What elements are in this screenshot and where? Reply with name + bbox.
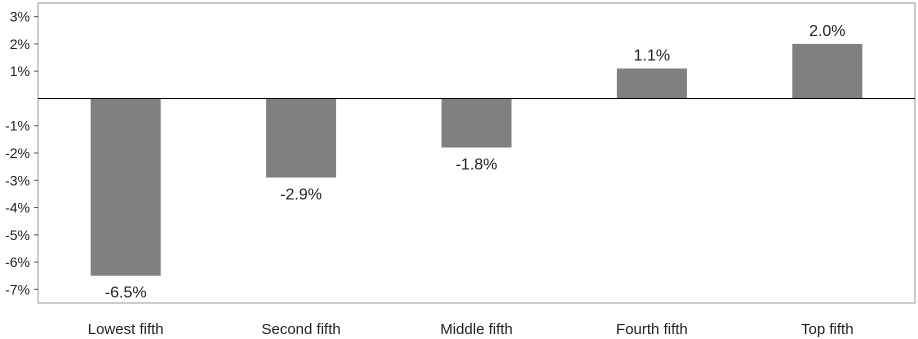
y-tick-label: 1% <box>10 63 30 79</box>
y-axis-ticks: 3% 2% 1% -1% -2% -3% -4% -5% -6% -7% <box>5 9 38 297</box>
y-tick-label: -5% <box>5 227 30 243</box>
y-tick-label: 3% <box>10 9 30 25</box>
category-label: Middle fifth <box>440 321 513 338</box>
y-tick-label: -2% <box>5 145 30 161</box>
category-label: Fourth fifth <box>616 321 688 338</box>
category-labels-group: Lowest fifth Second fifth Middle fifth Four… <box>88 321 854 338</box>
bar-data-label: -1.8% <box>456 157 498 174</box>
bar <box>266 98 337 178</box>
bar <box>792 43 863 99</box>
data-labels-group: -6.5% -2.9% -1.8% 1.1% 2.0% <box>105 23 846 302</box>
bar-data-label: -6.5% <box>105 285 147 302</box>
bar <box>441 98 512 148</box>
category-label: Second fifth <box>261 321 340 338</box>
bar-data-label: 1.1% <box>634 47 670 64</box>
y-tick-label: -4% <box>5 200 30 216</box>
plot-frame <box>37 2 916 304</box>
y-tick-label: -3% <box>5 172 30 188</box>
y-tick-label: -1% <box>5 118 30 134</box>
bar-data-label: -2.9% <box>280 187 322 204</box>
bar-data-label: 2.0% <box>809 23 845 40</box>
bar <box>616 68 687 99</box>
category-label: Lowest fifth <box>88 321 164 338</box>
y-tick-label: -6% <box>5 254 30 270</box>
y-tick-label: -7% <box>5 281 30 297</box>
category-label: Top fifth <box>801 321 854 338</box>
bar <box>90 98 161 276</box>
bars-group <box>90 43 863 276</box>
y-tick-label: 2% <box>10 36 30 52</box>
